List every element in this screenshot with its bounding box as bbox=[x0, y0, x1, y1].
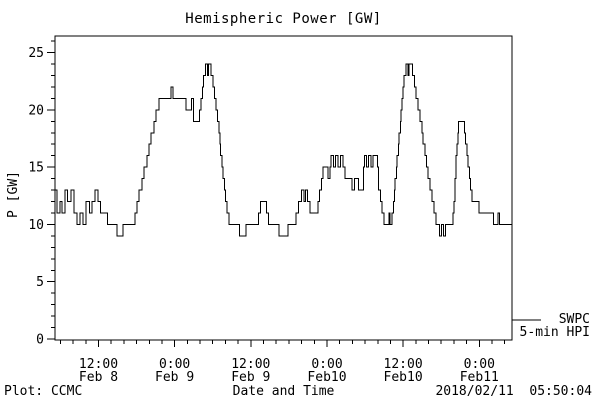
y-tick-label: 5 bbox=[36, 275, 44, 290]
x-tick-date-label: Feb10 bbox=[307, 370, 346, 385]
y-tick-label: 20 bbox=[28, 103, 44, 118]
x-tick-time-label: 12:00 bbox=[79, 357, 118, 372]
plot-frame bbox=[54, 35, 513, 341]
x-tick-date-label: Feb10 bbox=[384, 370, 423, 385]
x-tick-time-label: 12:00 bbox=[384, 357, 423, 372]
hpi-data-curve bbox=[55, 63, 512, 237]
legend-source-label: SWPC bbox=[558, 312, 590, 327]
chart-title: Hemispheric Power [GW] bbox=[185, 11, 382, 27]
x-tick-date-label: Feb 9 bbox=[231, 370, 270, 385]
y-tick-label: 25 bbox=[28, 46, 44, 61]
x-tick-time-label: 0:00 bbox=[159, 357, 190, 372]
x-tick-time-label: 12:00 bbox=[231, 357, 270, 372]
x-tick-date-label: Feb11 bbox=[460, 370, 499, 385]
x-tick-time-label: 0:00 bbox=[311, 357, 342, 372]
x-axis-label: Date and Time bbox=[232, 384, 335, 399]
legend-series-label: 5-min HPI bbox=[519, 325, 590, 340]
timestamp: 2018/02/11 05:50:04 bbox=[435, 384, 592, 399]
y-tick-label: 0 bbox=[36, 333, 44, 348]
x-tick-date-label: Feb 8 bbox=[79, 370, 118, 385]
y-tick-label: 10 bbox=[28, 218, 44, 233]
plot-credit: Plot: CCMC bbox=[4, 384, 83, 399]
x-tick-date-label: Feb 9 bbox=[155, 370, 194, 385]
x-tick-time-label: 0:00 bbox=[464, 357, 495, 372]
y-tick-label: 15 bbox=[28, 161, 44, 176]
